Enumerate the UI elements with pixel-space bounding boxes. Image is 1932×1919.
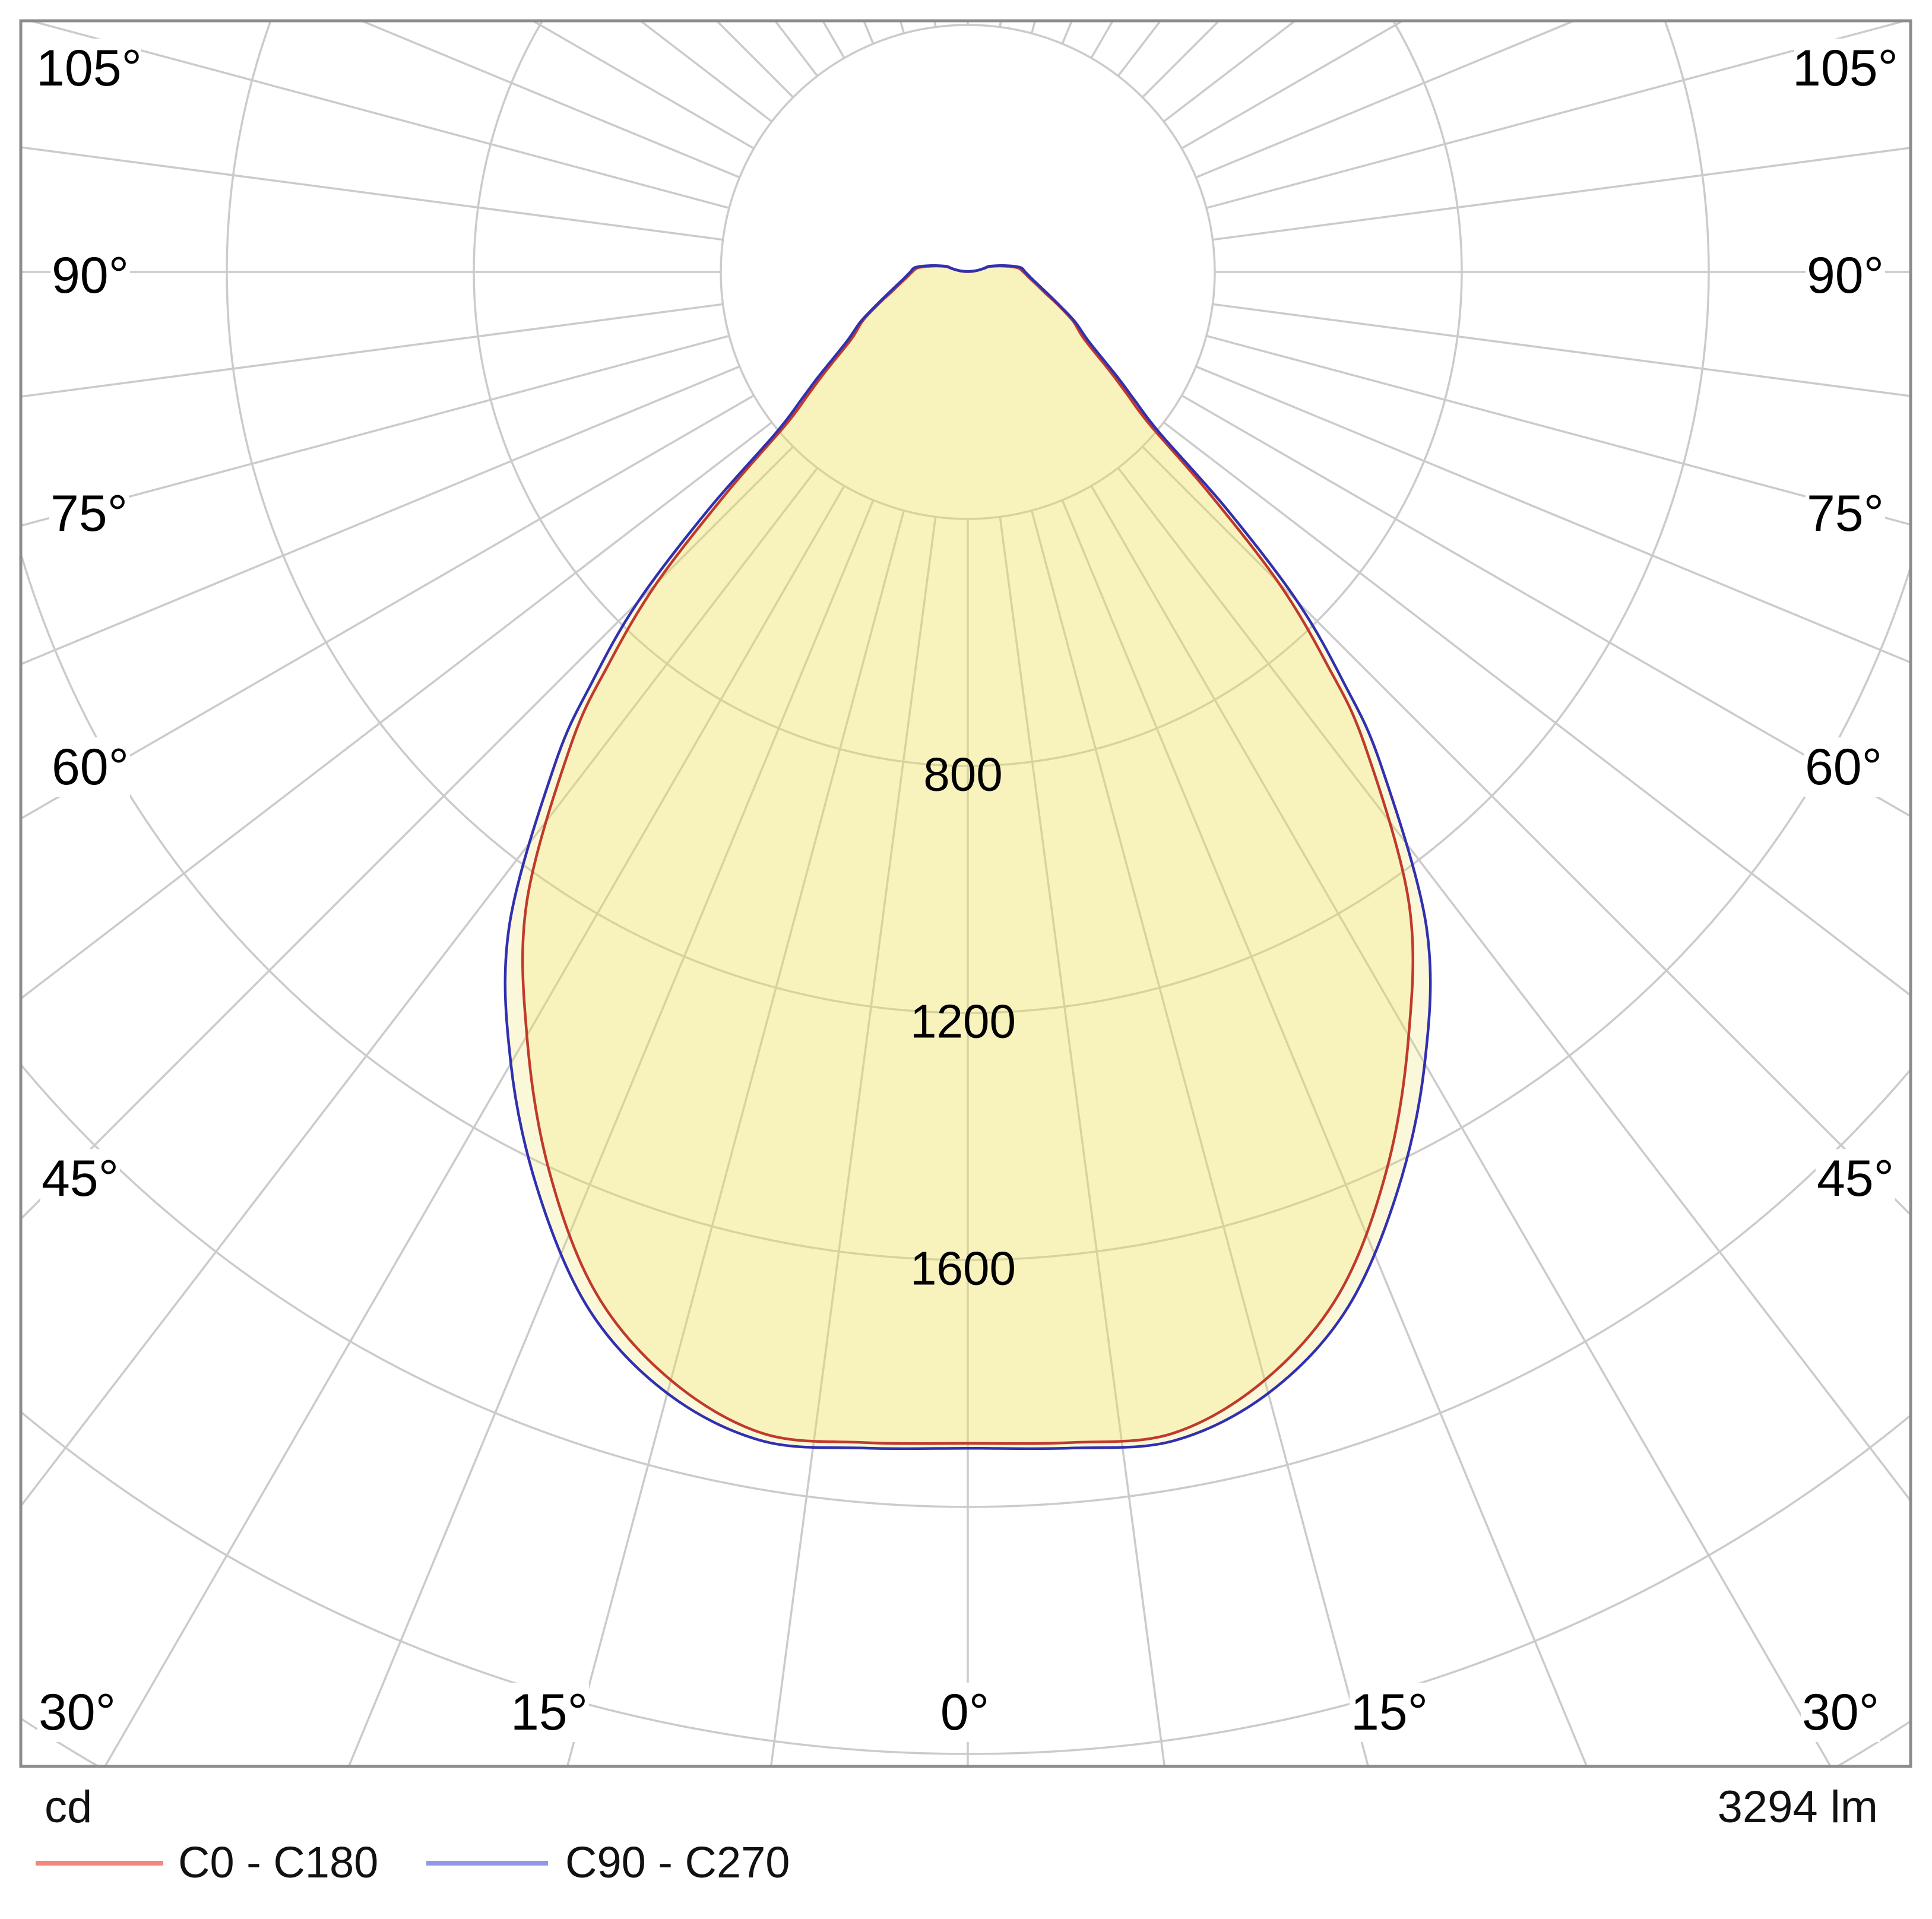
label-chip (1806, 484, 1885, 543)
grid-ray (21, 334, 730, 527)
label-chip (1801, 1683, 1880, 1742)
grid-ray (1163, 421, 1911, 997)
label-chip (49, 484, 129, 543)
angle-label-105-right: 105° (1792, 40, 1898, 97)
grid-ray (1206, 21, 1909, 210)
radial-label-800: 800 (923, 748, 1002, 801)
label-chip (1804, 737, 1883, 797)
intensity-curve-c90-c270 (503, 264, 1432, 1451)
angle-label-15-left: 15° (511, 1684, 588, 1741)
radial-labels: 800 1200 1600 (910, 748, 1016, 1295)
label-chip (509, 1683, 589, 1742)
grid-ray (21, 303, 723, 398)
grid-ray (103, 485, 845, 1766)
grid-ray (1212, 147, 1911, 241)
grid-ray (1090, 485, 1832, 1766)
angle-labels: 0° 15° 15° 30° 30° 45° 45° 60° 60° 75° 75° 90° 90° 10… (36, 40, 1898, 1741)
curve-fill-c0-c180 (522, 266, 1413, 1444)
label-chip (50, 737, 130, 797)
grid-ray (21, 394, 755, 820)
angle-label-chips (37, 39, 1897, 1742)
grid-ray (1181, 394, 1911, 818)
legend-swatch-c0-c180 (36, 1861, 163, 1866)
grid-ray (1195, 21, 1577, 179)
luminous-flux-label: 3294 lm (1717, 1782, 1878, 1832)
grid-ray (1117, 467, 1911, 1503)
angle-label-60-left: 60° (52, 739, 129, 796)
intensity-curve-c0-c180 (521, 264, 1415, 1445)
radial-label-1200: 1200 (910, 995, 1016, 1048)
label-chip (1806, 246, 1885, 305)
angle-label-30-left: 30° (39, 1684, 116, 1741)
grid-ray (566, 510, 905, 1766)
label-chip (50, 246, 130, 305)
plot-background (21, 21, 1911, 1766)
label-chip (1350, 1683, 1429, 1742)
label-chip (1794, 39, 1897, 98)
angle-label-0-left: 0° (940, 1684, 989, 1741)
legend-label-c90-c270: C90 - C270 (565, 1838, 790, 1887)
label-chip (37, 39, 141, 98)
grid-ray (1061, 499, 1588, 1766)
angle-label-45-left: 45° (42, 1150, 119, 1207)
grid-ray (359, 21, 740, 179)
angle-label-75-right: 75° (1807, 485, 1884, 542)
grid-ray (1212, 303, 1911, 397)
angle-label-90-left: 90° (52, 247, 129, 304)
curve-fill-c90-c270 (505, 265, 1431, 1449)
angle-label-75-left: 75° (50, 485, 128, 542)
legend-label-c0-c180: C0 - C180 (178, 1838, 379, 1887)
grid-ray (999, 517, 1166, 1766)
label-chip (40, 1149, 120, 1208)
grid-ray (21, 445, 794, 1221)
label-chip (1816, 1149, 1895, 1208)
radial-label-1600: 1600 (910, 1242, 1016, 1295)
plot-border (19, 19, 1912, 1768)
label-chip (37, 1683, 117, 1742)
angle-label-30-right: 30° (1802, 1684, 1879, 1741)
grid-ray (1206, 334, 1911, 526)
legend-swatch-c90-c270 (426, 1861, 548, 1866)
grid-ray (21, 146, 723, 241)
grid-ray (1195, 365, 1911, 664)
angle-label-60-right: 60° (1805, 739, 1882, 796)
grid-ray (1030, 510, 1370, 1766)
grid-ray (769, 517, 937, 1766)
grid-ray (21, 421, 773, 1000)
angle-label-105-left: 105° (36, 40, 142, 97)
grid-ray (21, 365, 740, 666)
angle-label-45-right: 45° (1817, 1150, 1894, 1207)
grid-ray (347, 499, 875, 1766)
label-chip (937, 1683, 993, 1742)
grid-ray (26, 21, 730, 210)
unit-label: cd (45, 1782, 93, 1832)
grid-ray (21, 467, 819, 1508)
angle-label-15-right: 15° (1351, 1684, 1428, 1741)
grid-ray (1141, 445, 1911, 1217)
angle-label-90-right: 90° (1807, 247, 1884, 304)
